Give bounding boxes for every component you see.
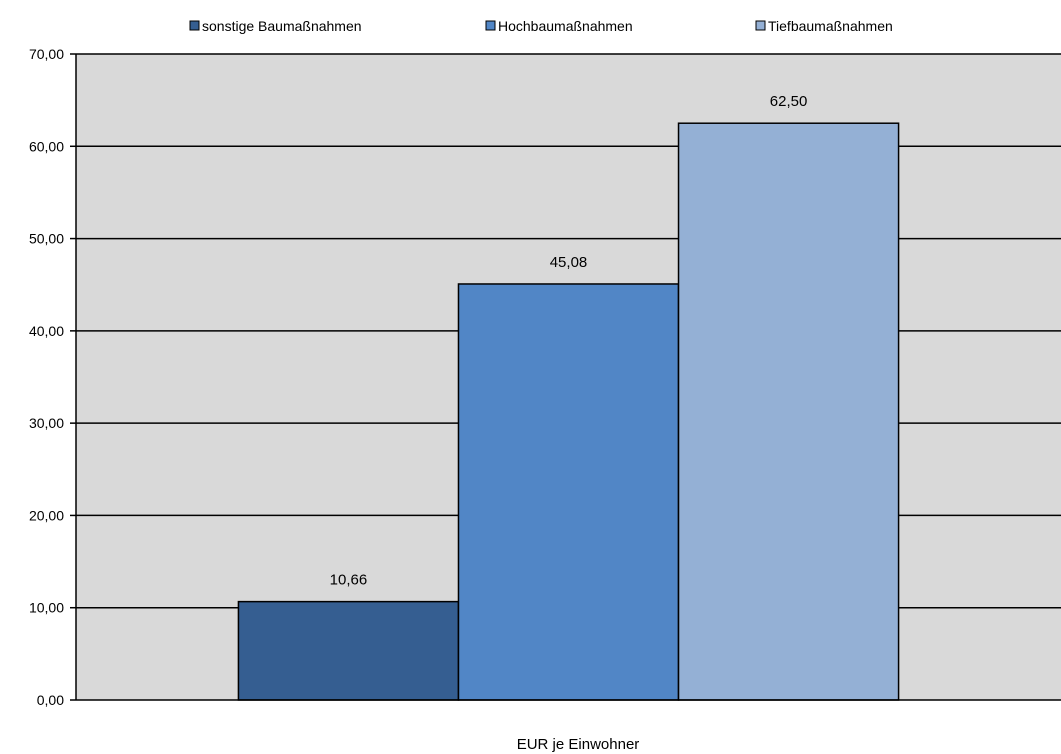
data-label-2: 45,08: [550, 254, 588, 271]
legend-swatch: [189, 20, 200, 31]
data-label-3: 62,50: [770, 93, 808, 110]
y-tick-label: 20,00: [29, 507, 64, 523]
y-tick-label: 0,00: [37, 692, 64, 708]
legend-label: Hochbaumaßnahmen: [498, 18, 633, 34]
legend-swatch: [485, 20, 496, 31]
x-axis-label: EUR je Einwohner: [517, 736, 640, 753]
legend-label: sonstige Baumaßnahmen: [202, 18, 362, 34]
data-label-1: 10,66: [330, 572, 368, 589]
legend-label: Tiefbaumaßnahmen: [768, 18, 893, 34]
y-axis: 0,00 10,00 20,00 30,00 40,00 50,00 60,00 70,00: [29, 46, 1061, 708]
y-tick-label: 70,00: [29, 46, 64, 62]
bar-1: [237, 600, 460, 701]
legend-swatch: [755, 20, 766, 31]
y-tick-label: 10,00: [29, 600, 64, 616]
y-tick-label: 40,00: [29, 323, 64, 339]
bar-3: [677, 122, 900, 701]
bar-2: [457, 283, 680, 701]
data-labels: 10,66 45,08 62,50: [330, 93, 808, 588]
y-tick-label: 60,00: [29, 138, 64, 154]
legend: sonstige Baumaßnahmen Hochbaumaßnahmen Tie…: [189, 18, 893, 34]
y-tick-label: 50,00: [29, 231, 64, 247]
y-tick-label: 30,00: [29, 415, 64, 431]
